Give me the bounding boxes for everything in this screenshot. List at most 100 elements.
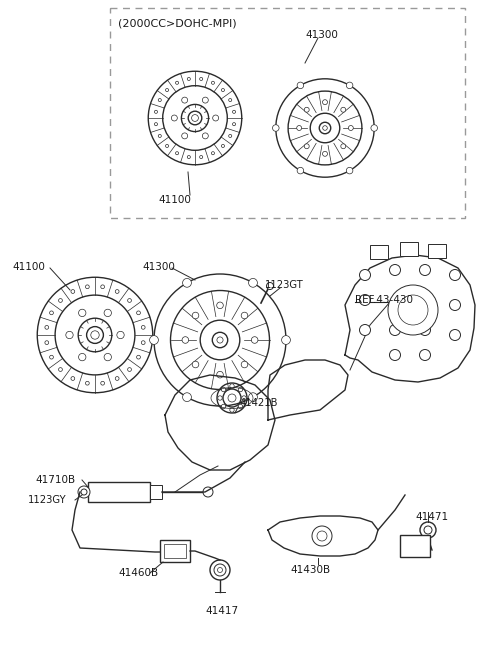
Circle shape [304, 108, 309, 112]
Circle shape [218, 396, 222, 400]
Text: 41100: 41100 [158, 195, 191, 205]
Circle shape [348, 125, 353, 131]
Circle shape [158, 98, 161, 102]
Circle shape [192, 115, 198, 121]
Polygon shape [268, 516, 378, 556]
Circle shape [85, 285, 89, 289]
Circle shape [115, 289, 119, 293]
Circle shape [238, 387, 243, 392]
Circle shape [360, 270, 371, 281]
Circle shape [104, 309, 111, 317]
Circle shape [203, 97, 208, 103]
Circle shape [449, 270, 460, 281]
Circle shape [389, 264, 400, 276]
Circle shape [200, 155, 203, 159]
Circle shape [420, 350, 431, 361]
Circle shape [59, 298, 62, 302]
Circle shape [297, 82, 304, 89]
Circle shape [360, 295, 371, 306]
Circle shape [317, 531, 327, 541]
Circle shape [398, 295, 428, 325]
Circle shape [304, 144, 309, 149]
Circle shape [297, 125, 301, 131]
Circle shape [217, 567, 223, 573]
Circle shape [211, 81, 215, 85]
Circle shape [341, 144, 346, 149]
Circle shape [158, 134, 161, 138]
Circle shape [49, 311, 53, 315]
Circle shape [192, 312, 199, 319]
Circle shape [141, 340, 145, 344]
Circle shape [420, 264, 431, 276]
Circle shape [128, 367, 132, 371]
Circle shape [232, 110, 236, 113]
Circle shape [230, 384, 234, 388]
Circle shape [49, 356, 53, 359]
Circle shape [282, 336, 290, 344]
Circle shape [266, 283, 274, 289]
Circle shape [230, 408, 234, 412]
Text: REF.43-430: REF.43-430 [355, 295, 413, 305]
Circle shape [66, 331, 73, 338]
Circle shape [81, 489, 87, 495]
Circle shape [101, 285, 105, 289]
Circle shape [242, 396, 246, 400]
Circle shape [323, 100, 327, 104]
Circle shape [182, 97, 188, 103]
Circle shape [104, 354, 111, 361]
Bar [160, 540, 190, 562]
Circle shape [155, 110, 157, 113]
Circle shape [200, 77, 203, 81]
Circle shape [389, 350, 400, 361]
Circle shape [59, 367, 62, 371]
Text: 41471: 41471 [415, 512, 448, 522]
Text: 41417: 41417 [205, 606, 238, 616]
Circle shape [85, 381, 89, 385]
Circle shape [101, 381, 105, 385]
Circle shape [228, 134, 232, 138]
Circle shape [45, 340, 48, 344]
Circle shape [341, 108, 346, 112]
Text: 41710B: 41710B [35, 475, 75, 485]
Text: 41421B: 41421B [240, 398, 278, 408]
Circle shape [187, 77, 191, 81]
Bar [370, 245, 388, 259]
Circle shape [203, 487, 213, 497]
Circle shape [171, 115, 177, 121]
Circle shape [45, 325, 48, 329]
Circle shape [388, 285, 438, 335]
Circle shape [347, 82, 353, 89]
Circle shape [424, 526, 432, 534]
Circle shape [166, 144, 168, 148]
Circle shape [273, 125, 279, 131]
Bar [428, 244, 446, 258]
Circle shape [221, 144, 225, 148]
Circle shape [323, 126, 327, 131]
Circle shape [249, 393, 257, 401]
Circle shape [71, 377, 75, 380]
Circle shape [213, 115, 218, 121]
Circle shape [117, 331, 124, 338]
Text: 41460B: 41460B [118, 568, 158, 578]
Circle shape [420, 325, 431, 335]
Circle shape [216, 302, 223, 309]
Circle shape [249, 278, 257, 287]
Circle shape [187, 155, 191, 159]
Circle shape [214, 564, 226, 576]
Text: 1123GY: 1123GY [28, 495, 67, 505]
Circle shape [182, 278, 192, 287]
Bar [400, 242, 418, 256]
Circle shape [176, 152, 179, 155]
Circle shape [71, 289, 75, 293]
Circle shape [115, 377, 119, 380]
Circle shape [389, 325, 400, 335]
Polygon shape [345, 255, 475, 382]
Circle shape [323, 152, 327, 156]
Circle shape [137, 356, 140, 359]
Circle shape [78, 486, 90, 498]
Circle shape [217, 337, 223, 343]
Text: 41300: 41300 [305, 30, 338, 40]
Circle shape [79, 309, 86, 317]
Polygon shape [268, 360, 348, 420]
Circle shape [297, 167, 304, 174]
